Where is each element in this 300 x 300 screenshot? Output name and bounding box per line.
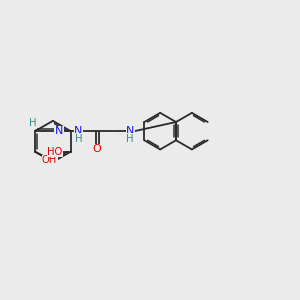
Text: OH: OH: [42, 155, 57, 165]
Text: O: O: [92, 144, 101, 154]
Text: H: H: [29, 118, 37, 128]
Text: H: H: [126, 134, 134, 144]
Text: N: N: [74, 126, 83, 136]
Text: N: N: [126, 126, 134, 136]
Text: H: H: [75, 134, 82, 144]
Text: N: N: [55, 126, 63, 136]
Text: HO: HO: [47, 147, 62, 157]
